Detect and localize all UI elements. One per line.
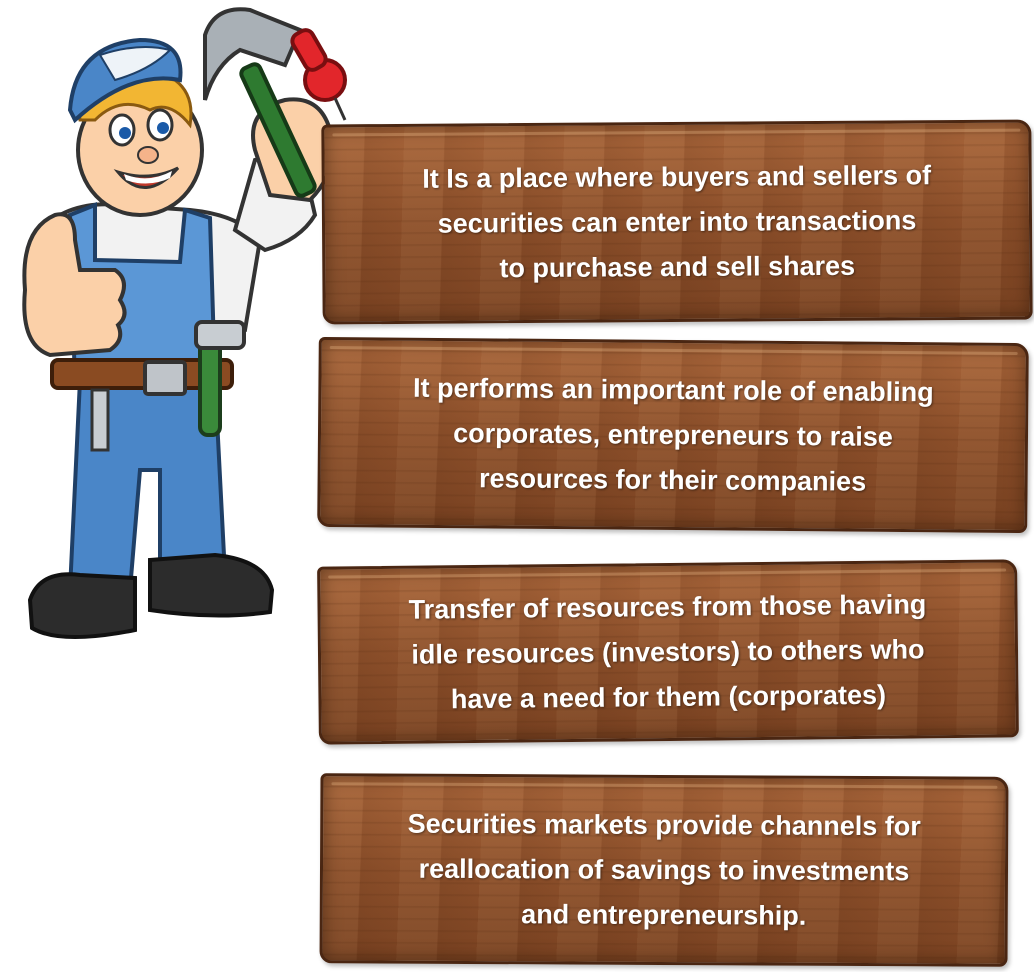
info-board-3-text: Transfer of resources from those having … xyxy=(408,588,927,714)
info-board-1: It Is a place where buyers and sellers o… xyxy=(321,119,1033,325)
info-board-4: Securities markets provide channels for … xyxy=(319,773,1009,967)
handyman-thumbs-up-icon xyxy=(22,7,347,640)
info-board-4-text: Securities markets provide channels for … xyxy=(407,808,921,931)
info-board-1-text: It Is a place where buyers and sellers o… xyxy=(422,159,932,283)
info-board-2-text: It performs an important role of enablin… xyxy=(412,372,934,497)
info-board-2: It performs an important role of enablin… xyxy=(317,336,1029,534)
info-board-3: Transfer of resources from those having … xyxy=(317,559,1019,745)
